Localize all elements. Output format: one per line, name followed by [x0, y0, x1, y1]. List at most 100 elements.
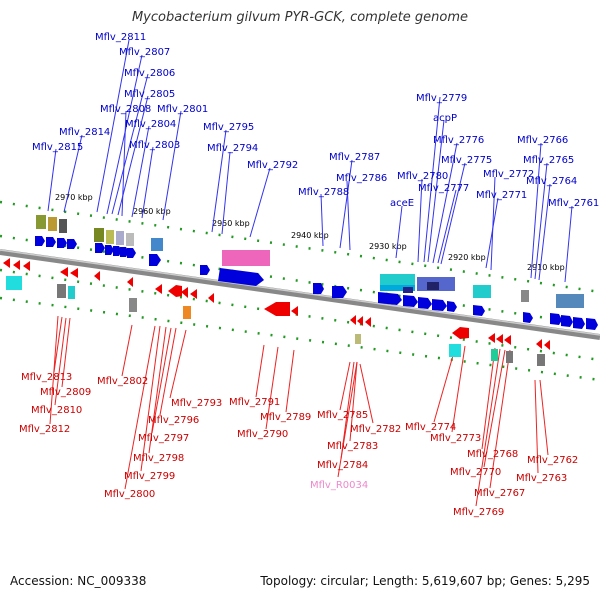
- reverse-gene-arrow[interactable]: [168, 285, 182, 297]
- forward-gene-arrow[interactable]: [127, 248, 136, 258]
- reverse-gene-arrow[interactable]: [291, 306, 298, 316]
- gene-label[interactable]: Mflv_2789: [260, 412, 311, 423]
- gene-label[interactable]: Mflv_R0034: [310, 480, 368, 491]
- reverse-gene-arrow[interactable]: [70, 268, 78, 278]
- reverse-gene-arrow[interactable]: [488, 333, 495, 343]
- gene-label[interactable]: Mflv_2780: [397, 171, 448, 182]
- gene-label[interactable]: Mflv_2771: [476, 190, 527, 201]
- gene-label[interactable]: Mflv_2814: [59, 127, 110, 138]
- gene-label[interactable]: Mflv_2764: [526, 176, 577, 187]
- gene-label[interactable]: Mflv_2793: [171, 398, 222, 409]
- gene-label[interactable]: Mflv_2766: [517, 135, 568, 146]
- forward-gene-arrow[interactable]: [378, 292, 402, 305]
- forward-gene-arrow[interactable]: [57, 238, 67, 248]
- gene-label[interactable]: Mflv_2769: [453, 507, 504, 518]
- gene-label[interactable]: Mflv_2808: [100, 104, 151, 115]
- gene-label[interactable]: Mflv_2775: [441, 155, 492, 166]
- gene-label[interactable]: Mflv_2803: [129, 140, 180, 151]
- forward-gene-arrow[interactable]: [473, 305, 485, 316]
- reverse-gene-arrow[interactable]: [504, 335, 511, 345]
- forward-gene-arrow[interactable]: [46, 237, 56, 247]
- reverse-gene-arrow[interactable]: [357, 316, 363, 326]
- reverse-gene-arrows[interactable]: [3, 258, 550, 350]
- gene-label[interactable]: Mflv_2795: [203, 122, 254, 133]
- gene-label[interactable]: Mflv_2813: [21, 372, 72, 383]
- gene-label[interactable]: Mflv_2767: [474, 488, 525, 499]
- forward-gene-arrow[interactable]: [332, 286, 347, 298]
- reverse-gene-arrow[interactable]: [23, 261, 30, 271]
- reverse-gene-arrow[interactable]: [544, 340, 550, 350]
- forward-gene-arrow[interactable]: [418, 297, 432, 309]
- gene-label[interactable]: aceE: [390, 198, 414, 209]
- reverse-gene-arrow[interactable]: [13, 260, 20, 270]
- gene-label[interactable]: Mflv_2801: [157, 104, 208, 115]
- gene-label[interactable]: Mflv_2806: [124, 68, 175, 79]
- forward-gene-arrow[interactable]: [35, 236, 45, 246]
- gene-label[interactable]: Mflv_2788: [298, 187, 349, 198]
- reverse-gene-arrow[interactable]: [536, 339, 542, 349]
- gene-label[interactable]: Mflv_2802: [97, 376, 148, 387]
- reverse-gene-arrow[interactable]: [3, 258, 10, 268]
- forward-gene-arrow[interactable]: [200, 265, 210, 275]
- forward-gene-arrow[interactable]: [573, 317, 585, 329]
- forward-gene-arrow[interactable]: [149, 254, 161, 266]
- gene-label[interactable]: Mflv_2798: [133, 453, 184, 464]
- gene-label[interactable]: Mflv_2784: [317, 460, 368, 471]
- reverse-gene-arrow[interactable]: [127, 277, 133, 287]
- gene-label[interactable]: Mflv_2770: [450, 467, 501, 478]
- gene-label[interactable]: Mflv_2777: [418, 183, 469, 194]
- forward-gene-arrow[interactable]: [561, 315, 573, 327]
- reverse-gene-arrow[interactable]: [60, 267, 68, 277]
- reverse-gene-arrow[interactable]: [94, 271, 100, 281]
- gene-label[interactable]: Mflv_2796: [148, 415, 199, 426]
- forward-gene-arrow[interactable]: [432, 299, 447, 311]
- gene-label[interactable]: Mflv_2791: [229, 397, 280, 408]
- gene-label[interactable]: Mflv_2794: [207, 143, 258, 154]
- gene-label[interactable]: Mflv_2763: [516, 473, 567, 484]
- forward-gene-arrow[interactable]: [550, 313, 562, 325]
- gene-label[interactable]: Mflv_2783: [327, 441, 378, 452]
- gene-label[interactable]: Mflv_2797: [138, 433, 189, 444]
- gene-label[interactable]: Mflv_2805: [124, 89, 175, 100]
- forward-gene-arrow[interactable]: [313, 283, 324, 294]
- gene-label[interactable]: Mflv_2790: [237, 429, 288, 440]
- gene-label[interactable]: Mflv_2799: [124, 471, 175, 482]
- gene-label[interactable]: Mflv_2773: [430, 433, 481, 444]
- gene-label[interactable]: Mflv_2800: [104, 489, 155, 500]
- forward-gene-arrow[interactable]: [403, 295, 418, 307]
- forward-gene-arrow[interactable]: [67, 239, 77, 249]
- gene-label[interactable]: Mflv_2810: [31, 405, 82, 416]
- reverse-gene-arrow[interactable]: [452, 327, 469, 339]
- reverse-gene-arrow[interactable]: [264, 302, 290, 316]
- gene-label[interactable]: Mflv_2807: [119, 47, 170, 58]
- gene-label[interactable]: Mflv_2811: [95, 32, 146, 43]
- forward-gene-arrow[interactable]: [120, 247, 129, 257]
- forward-gene-arrow[interactable]: [586, 318, 598, 330]
- gene-label[interactable]: Mflv_2815: [32, 142, 83, 153]
- gene-label[interactable]: Mflv_2765: [523, 155, 574, 166]
- gene-label[interactable]: Mflv_2762: [527, 455, 578, 466]
- gene-label[interactable]: acpP: [433, 113, 457, 124]
- forward-gene-arrow[interactable]: [105, 245, 114, 255]
- gene-label[interactable]: Mflv_2812: [19, 424, 70, 435]
- reverse-gene-arrow[interactable]: [208, 293, 214, 303]
- gene-label[interactable]: Mflv_2786: [336, 173, 387, 184]
- reverse-gene-arrow[interactable]: [496, 334, 503, 344]
- gene-label[interactable]: Mflv_2776: [433, 135, 484, 146]
- reverse-gene-arrow[interactable]: [365, 317, 371, 327]
- gene-label[interactable]: Mflv_2809: [40, 387, 91, 398]
- gene-label[interactable]: Mflv_2779: [416, 93, 467, 104]
- reverse-gene-arrow[interactable]: [190, 289, 197, 299]
- forward-gene-arrow[interactable]: [523, 312, 533, 323]
- reverse-gene-arrow[interactable]: [350, 315, 356, 325]
- gene-label[interactable]: Mflv_2787: [329, 152, 380, 163]
- gene-label[interactable]: Mflv_2761: [548, 198, 599, 209]
- forward-gene-arrow[interactable]: [95, 243, 105, 253]
- gene-label[interactable]: Mflv_2804: [125, 119, 176, 130]
- gene-label[interactable]: Mflv_2792: [247, 160, 298, 171]
- gene-label[interactable]: Mflv_2772: [483, 169, 534, 180]
- rna-gene-box[interactable]: [222, 250, 270, 266]
- forward-gene-arrow[interactable]: [218, 268, 264, 286]
- forward-gene-arrow[interactable]: [113, 246, 122, 256]
